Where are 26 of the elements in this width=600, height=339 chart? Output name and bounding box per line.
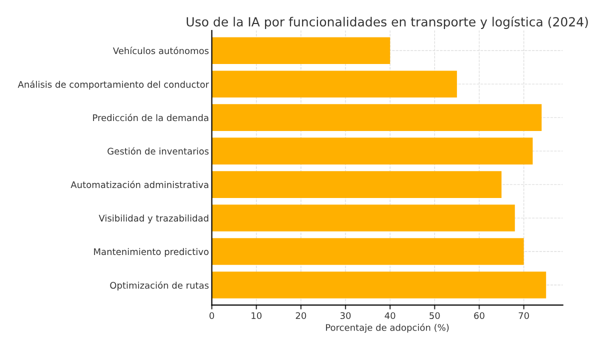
bar xyxy=(212,70,457,98)
chart-title: Uso de la IA por funcionalidades en transporte y logística (2024) xyxy=(186,16,588,29)
y-tick-label: Predicción de la demanda xyxy=(93,114,208,122)
y-tick-label: Optimización de rutas xyxy=(110,281,209,290)
bar xyxy=(212,37,390,64)
bar xyxy=(212,204,515,232)
y-tick-label: Análisis de comportamiento del conductor xyxy=(18,80,210,90)
x-tick-label: 30 xyxy=(340,312,351,320)
x-tick-label: 20 xyxy=(296,312,306,320)
y-tick-label: Automatización administrativa xyxy=(70,180,208,188)
bar xyxy=(212,104,542,131)
y-tick-label: Gestión de inventarios xyxy=(108,147,209,155)
bar xyxy=(212,138,533,164)
bar xyxy=(212,272,546,298)
bar xyxy=(212,238,524,265)
x-tick-label: 70 xyxy=(518,312,529,320)
x-tick-label: 50 xyxy=(430,312,440,320)
x-tick-label: 0 xyxy=(210,312,214,320)
y-tick-label: Mantenimiento predictivo xyxy=(94,248,209,257)
x-axis-title: Porcentaje de adopción (%) xyxy=(326,324,449,333)
x-tick-label: 40 xyxy=(384,312,396,320)
bar xyxy=(212,171,502,198)
x-tick-label: 10 xyxy=(252,312,262,320)
y-tick-label: Visibilidad y trazabilidad xyxy=(98,214,208,224)
x-tick-label: 60 xyxy=(474,312,484,320)
y-tick-label: Vehículos autónomos xyxy=(112,46,209,54)
